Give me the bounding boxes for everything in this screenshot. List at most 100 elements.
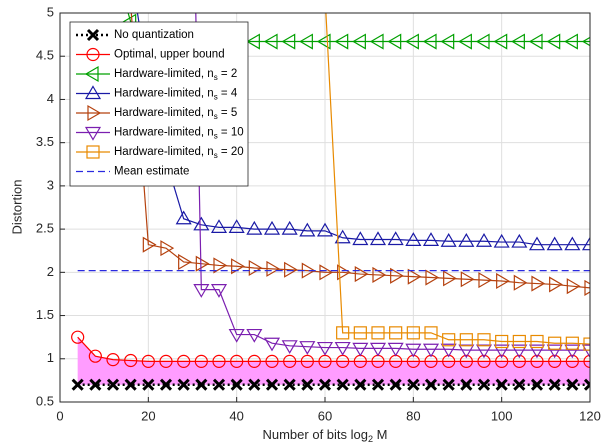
- marker: [159, 354, 173, 368]
- marker: [299, 341, 316, 355]
- marker: [475, 33, 490, 50]
- marker: [478, 272, 493, 289]
- marker: [316, 33, 331, 50]
- marker: [177, 354, 191, 368]
- marker: [369, 231, 387, 246]
- marker: [407, 268, 422, 285]
- marker: [177, 378, 190, 391]
- marker: [246, 33, 260, 50]
- marker: [528, 236, 546, 251]
- marker: [581, 236, 590, 251]
- marker: [513, 378, 526, 391]
- marker: [334, 341, 351, 356]
- marker: [265, 378, 279, 391]
- marker: [564, 33, 578, 50]
- y-tick-label: 4: [47, 91, 54, 106]
- marker: [407, 378, 420, 391]
- marker: [195, 378, 208, 391]
- marker: [266, 260, 281, 277]
- marker: [246, 220, 263, 235]
- marker: [460, 378, 473, 391]
- marker: [263, 337, 281, 352]
- legend-label: Hardware-limited, ns = 2: [114, 68, 237, 82]
- marker: [512, 334, 526, 349]
- series-line: [136, 13, 590, 246]
- marker: [458, 233, 475, 247]
- marker: [88, 349, 102, 363]
- marker: [86, 28, 100, 42]
- marker: [319, 264, 334, 281]
- marker: [87, 104, 102, 122]
- marker: [424, 378, 438, 391]
- marker: [175, 210, 192, 225]
- marker: [565, 354, 579, 368]
- marker: [213, 257, 228, 274]
- marker: [477, 378, 491, 391]
- marker: [84, 126, 102, 141]
- legend-label: Mean estimate: [114, 166, 189, 178]
- marker: [477, 354, 491, 368]
- marker: [387, 231, 404, 246]
- marker: [106, 378, 120, 391]
- marker: [565, 336, 579, 350]
- marker: [371, 378, 385, 391]
- marker: [354, 378, 367, 391]
- marker: [424, 326, 438, 340]
- marker: [194, 354, 208, 368]
- marker: [405, 33, 419, 50]
- marker: [422, 232, 440, 246]
- marker: [246, 328, 263, 343]
- marker: [584, 279, 590, 296]
- marker: [178, 253, 192, 271]
- marker: [316, 222, 334, 237]
- marker: [369, 342, 387, 357]
- y-tick-label: 3: [47, 177, 54, 192]
- x-tick-label: 80: [406, 408, 420, 423]
- marker: [281, 33, 296, 50]
- legend-label: Hardware-limited, ns = 5: [114, 107, 237, 121]
- marker: [300, 354, 314, 368]
- x-tick-label: 20: [141, 408, 155, 423]
- marker: [475, 233, 493, 247]
- marker: [564, 344, 581, 359]
- marker: [283, 378, 296, 391]
- marker: [228, 219, 245, 233]
- marker: [512, 354, 526, 368]
- y-tick-label: 0.5: [36, 393, 54, 408]
- marker: [299, 222, 316, 237]
- marker: [390, 267, 404, 284]
- legend-box: [69, 21, 249, 187]
- marker: [142, 236, 157, 253]
- marker: [583, 378, 590, 391]
- marker: [141, 354, 155, 368]
- marker: [387, 33, 402, 50]
- marker: [440, 33, 455, 50]
- y-tick-label: 5: [47, 4, 54, 19]
- marker: [212, 354, 226, 368]
- marker: [546, 344, 563, 359]
- marker: [548, 336, 562, 350]
- y-tick-label: 4.5: [36, 48, 54, 63]
- marker: [581, 344, 590, 359]
- legend-label: No quantization: [114, 29, 194, 41]
- marker: [460, 271, 475, 288]
- marker: [265, 354, 279, 368]
- marker: [440, 233, 457, 247]
- marker: [193, 216, 210, 231]
- marker: [583, 354, 590, 368]
- marker: [248, 259, 263, 277]
- marker: [86, 47, 100, 62]
- y-tick-label: 2: [47, 264, 54, 279]
- marker: [210, 219, 228, 233]
- x-tick-label: 120: [579, 408, 601, 423]
- marker: [566, 378, 579, 391]
- marker: [422, 343, 440, 358]
- marker: [299, 33, 313, 50]
- marker: [263, 33, 278, 50]
- marker: [405, 343, 422, 358]
- marker: [353, 326, 367, 340]
- marker: [124, 353, 138, 368]
- marker: [84, 65, 99, 83]
- marker: [511, 344, 528, 359]
